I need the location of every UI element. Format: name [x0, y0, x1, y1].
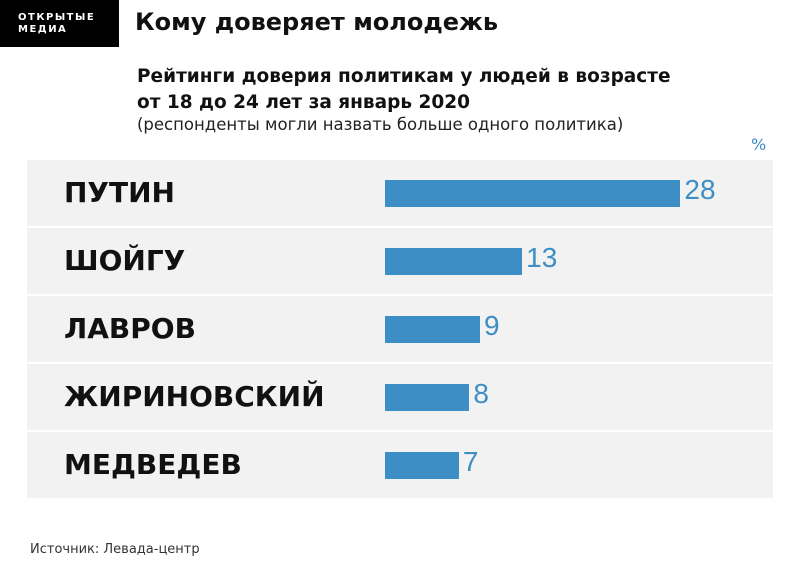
chart-row: ПУТИН 28	[27, 160, 773, 226]
value-label: 8	[473, 378, 489, 409]
bar	[385, 384, 470, 411]
value-label: 28	[684, 174, 716, 205]
subtitle-line1: Рейтинги доверия политикам у людей в воз…	[137, 66, 671, 87]
unit-label: %	[751, 135, 767, 154]
bar	[385, 180, 681, 207]
value-label: 13	[526, 242, 558, 273]
subtitle-line2: от 18 до 24 лет за январь 2020	[137, 92, 470, 113]
chart-row: ЖИРИНОВСКИЙ 8	[27, 364, 773, 430]
logo-line1: ОТКРЫТЫЕ	[18, 12, 96, 23]
bar	[385, 316, 480, 343]
logo: ОТКРЫТЫЕ МЕДИА	[0, 0, 119, 47]
value-label: 9	[483, 310, 500, 341]
category-label: МЕДВЕДЕВ	[64, 448, 242, 481]
page-title: Кому доверяет молодежь	[135, 8, 499, 36]
bar	[385, 452, 459, 479]
category-label: ПУТИН	[64, 176, 175, 209]
chart-row: МЕДВЕДЕВ 7	[27, 432, 773, 498]
chart-row: ШОЙГУ 13	[27, 228, 773, 294]
value-label: 7	[462, 446, 479, 477]
bar	[385, 248, 523, 275]
category-label: ШОЙГУ	[64, 244, 186, 277]
category-label: ЖИРИНОВСКИЙ	[64, 380, 325, 413]
chart-note: (респонденты могли назвать больше одного…	[137, 115, 624, 134]
chart-row: ЛАВРОВ 9	[27, 296, 773, 362]
chart-subtitle: Рейтинги доверия политикам у людей в воз…	[137, 64, 671, 116]
logo-line2: МЕДИА	[18, 24, 68, 35]
category-label: ЛАВРОВ	[64, 312, 196, 345]
source: Источник: Левада-центр	[30, 542, 200, 557]
